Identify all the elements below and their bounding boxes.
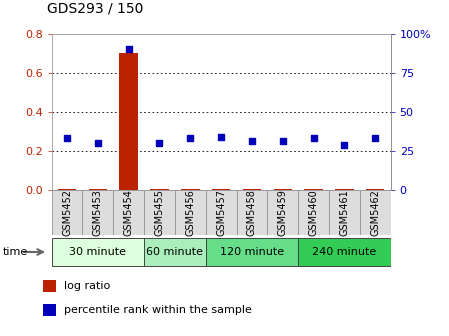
Bar [335,189,354,190]
Bar [43,280,56,292]
Point [310,136,317,141]
Point [125,46,132,52]
Bar [144,190,175,235]
Text: 30 minute: 30 minute [69,247,126,257]
Bar [298,239,391,265]
Text: 240 minute: 240 minute [312,247,377,257]
Bar [212,189,230,190]
Text: GSM5454: GSM5454 [123,189,134,236]
Point [217,134,224,139]
Point [372,136,379,141]
Bar [52,239,144,265]
Text: GSM5452: GSM5452 [62,189,72,236]
Bar [113,190,144,235]
Bar [273,189,292,190]
Point [63,136,70,141]
Text: log ratio: log ratio [64,281,110,291]
Bar [206,190,237,235]
Text: GDS293 / 150: GDS293 / 150 [47,1,144,15]
Text: GSM5460: GSM5460 [308,189,319,236]
Bar [83,190,113,235]
Point [248,139,255,144]
Bar [150,189,169,190]
Text: GSM5456: GSM5456 [185,189,195,236]
Point [94,140,101,146]
Text: GSM5458: GSM5458 [247,189,257,236]
Text: GSM5457: GSM5457 [216,189,226,236]
Text: 120 minute: 120 minute [220,247,284,257]
Bar [88,189,107,190]
Text: GSM5453: GSM5453 [93,189,103,236]
Bar [329,190,360,235]
Bar [360,190,391,235]
Bar [58,189,76,190]
Bar [119,53,138,190]
Bar [298,190,329,235]
Text: GSM5459: GSM5459 [278,189,288,236]
Bar [243,189,261,190]
Bar [206,239,298,265]
Bar [366,189,384,190]
Text: 60 minute: 60 minute [146,247,203,257]
Bar [144,239,206,265]
Bar [175,190,206,235]
Bar [304,189,323,190]
Bar [237,190,267,235]
Text: GSM5455: GSM5455 [154,189,164,236]
Text: percentile rank within the sample: percentile rank within the sample [64,305,251,315]
Text: time: time [2,247,27,257]
Text: GSM5461: GSM5461 [339,189,349,236]
Bar [181,189,199,190]
Bar [52,190,83,235]
Point [279,139,286,144]
Bar [43,304,56,316]
Text: GSM5462: GSM5462 [370,189,380,236]
Point [341,142,348,147]
Point [156,140,163,146]
Point [187,136,194,141]
Bar [267,190,298,235]
